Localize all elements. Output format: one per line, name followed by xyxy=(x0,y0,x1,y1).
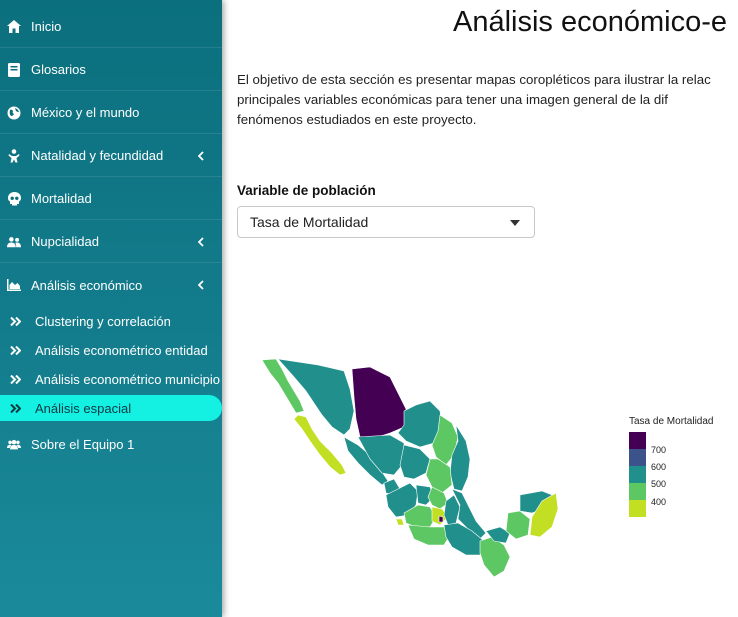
sidebar-item-label: Glosarios xyxy=(31,62,86,77)
map-state-durango xyxy=(357,434,405,476)
baby-icon xyxy=(7,148,21,163)
book-icon xyxy=(7,62,21,77)
map-legend-colorbar xyxy=(629,432,646,517)
choropleth-map xyxy=(261,358,559,578)
variable-select-label: Variable de población xyxy=(237,183,376,198)
variable-select-value: Tasa de Mortalidad xyxy=(250,214,369,230)
map-state-oaxaca xyxy=(443,522,485,556)
chevron-left-icon xyxy=(197,234,204,249)
variable-select[interactable]: Tasa de Mortalidad xyxy=(237,206,535,238)
sidebar: Inicio Glosarios México y el mundo Natal… xyxy=(0,0,222,617)
map-state-tamaulipas xyxy=(449,424,471,492)
sidebar-item-label: Sobre el Equipo 1 xyxy=(31,436,135,452)
sidebar-item-label: Análisis económico xyxy=(31,277,143,293)
paragraph-line: El objetivo de esta sección es presentar… xyxy=(237,72,711,87)
legend-tick-label: 400 xyxy=(651,497,667,507)
double-chevron-right-icon xyxy=(10,374,24,384)
chevron-left-icon xyxy=(197,278,204,293)
map-state-tabasco xyxy=(485,526,511,544)
map-state-cdmx xyxy=(438,515,444,523)
home-icon xyxy=(7,20,21,34)
map-state-jalisco xyxy=(385,482,419,518)
main-content: Análisis económico-e El objetivo de esta… xyxy=(222,0,738,617)
map-legend-title: Tasa de Mortalidad xyxy=(629,416,714,427)
sidebar-subitem-clustering[interactable]: Clustering y correlación xyxy=(0,308,222,334)
legend-tick-label: 600 xyxy=(651,462,667,472)
sidebar-item-label: México y el mundo xyxy=(31,105,140,120)
map-state-zacatecas xyxy=(399,444,431,480)
map-state-quintana-roo xyxy=(529,492,559,538)
sidebar-subitem-econometrico-entidad[interactable]: Análisis econométrico entidad xyxy=(0,337,222,363)
double-chevron-right-icon xyxy=(10,403,24,413)
legend-tick-label: 500 xyxy=(651,479,667,489)
paragraph-line: principales variables económicas para te… xyxy=(237,92,668,107)
sidebar-subitem-analisis-espacial[interactable]: Análisis espacial xyxy=(0,395,222,421)
map-state-veracruz xyxy=(451,488,487,540)
chevron-left-icon xyxy=(197,148,204,163)
map-state-baja-california-sur xyxy=(293,414,347,476)
skull-icon xyxy=(7,191,21,206)
sidebar-subitem-label: Análisis econométrico entidad xyxy=(35,342,208,358)
sidebar-item-label: Natalidad y fecundidad xyxy=(31,148,164,163)
intro-paragraph: El objetivo de esta sección es presentar… xyxy=(237,70,738,130)
globe-icon xyxy=(7,106,21,120)
sidebar-item-label: Nupcialidad xyxy=(31,234,99,249)
paragraph-line: fenómenos estudiados en este proyecto. xyxy=(237,112,477,127)
sidebar-item-mexico-mundo[interactable]: México y el mundo xyxy=(0,92,222,134)
sidebar-item-label: Mortalidad xyxy=(31,191,92,206)
map-state-michoacan xyxy=(403,504,437,528)
couple-icon xyxy=(7,235,21,249)
legend-tick-label: 700 xyxy=(651,445,667,455)
sidebar-item-analisis-economico[interactable]: Análisis económico xyxy=(0,264,222,306)
map-state-chihuahua xyxy=(351,366,407,440)
sidebar-item-sobre-equipo[interactable]: Sobre el Equipo 1 xyxy=(0,423,222,465)
sidebar-item-mortalidad[interactable]: Mortalidad xyxy=(0,178,222,220)
sidebar-item-nupcialidad[interactable]: Nupcialidad xyxy=(0,221,222,263)
double-chevron-right-icon xyxy=(10,345,24,355)
map-state-colima xyxy=(395,518,405,526)
page-title: Análisis económico-e xyxy=(453,6,728,38)
map-state-guerrero xyxy=(407,524,451,546)
map-state-san-luis-potosi xyxy=(425,458,453,494)
sidebar-subitem-label: Clustering y correlación xyxy=(35,313,171,329)
sidebar-subitem-label: Análisis econométrico municipio xyxy=(35,371,220,387)
sidebar-item-label: Inicio xyxy=(31,19,62,34)
sidebar-item-glosarios[interactable]: Glosarios xyxy=(0,49,222,91)
caret-down-icon xyxy=(510,220,520,226)
sidebar-subitem-label: Análisis espacial xyxy=(35,400,132,416)
map-state-sonora xyxy=(277,358,355,436)
users-icon xyxy=(7,437,21,451)
map-state-baja-california xyxy=(261,358,305,414)
area-chart-icon xyxy=(7,278,21,292)
sidebar-item-inicio[interactable]: Inicio xyxy=(0,6,222,48)
sidebar-item-natalidad[interactable]: Natalidad y fecundidad xyxy=(0,135,222,177)
sidebar-subitem-econometrico-municipio[interactable]: Análisis econométrico municipio xyxy=(0,366,222,392)
double-chevron-right-icon xyxy=(10,316,24,326)
